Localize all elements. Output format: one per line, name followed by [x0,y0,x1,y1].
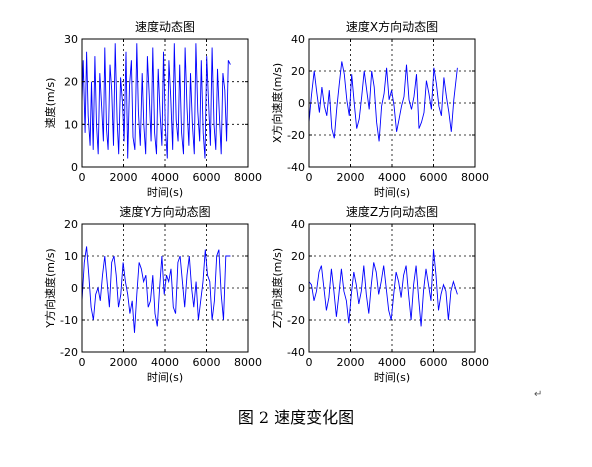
x-tick-label: 0 [306,356,313,369]
chart-title: 速度动态图 [135,19,195,34]
y-tick-label: 0 [298,282,305,295]
subplot-3 [81,223,249,353]
y-tick-label: 40 [291,218,305,231]
y-tick-label: 0 [71,282,78,295]
x-tick-label: 8000 [461,171,489,184]
y-tick-label: 10 [64,118,78,131]
x-tick-label: 6000 [420,356,448,369]
y-tick-label: -20 [287,314,305,327]
x-axis-label: 时间(s) [374,371,410,384]
x-tick-label: 6000 [420,171,448,184]
x-tick-label: 2000 [337,171,365,184]
y-tick-label: 40 [291,33,305,46]
paragraph-mark: ↵ [534,389,543,400]
x-tick-label: 2000 [337,356,365,369]
subplot-4 [308,223,476,353]
x-tick-label: 4000 [378,356,406,369]
chart-title: 速度X方向动态图 [346,19,438,34]
y-axis-label: Y方向速度(m/s) [43,248,57,328]
y-axis-label: X方向速度(m/s) [270,63,284,143]
y-tick-label: -40 [287,161,305,174]
x-tick-label: 8000 [461,356,489,369]
x-tick-label: 2000 [110,356,138,369]
chart-title: 速度Z方向动态图 [346,204,438,219]
x-tick-label: 4000 [378,171,406,184]
y-axis-label: Z方向速度(m/s) [270,248,284,328]
x-tick-label: 8000 [234,171,262,184]
x-tick-label: 4000 [151,171,179,184]
x-tick-label: 0 [79,171,86,184]
y-tick-label: 20 [64,76,78,89]
series-line [81,43,231,159]
y-axis-label: 速度(m/s) [43,78,57,129]
x-axis-label: 时间(s) [147,371,183,384]
y-tick-label: 10 [64,250,78,263]
subplot-1 [81,38,249,168]
figure-caption: 图 2 速度变化图 [237,408,355,427]
y-tick-label: 20 [291,65,305,78]
y-tick-label: 0 [71,161,78,174]
x-tick-label: 6000 [193,356,221,369]
x-axis-label: 时间(s) [374,186,410,199]
y-tick-label: -10 [60,314,78,327]
x-axis-label: 时间(s) [147,186,183,199]
subplot-2 [308,38,476,168]
series-line [308,249,458,327]
y-tick-label: -20 [287,129,305,142]
series-line [308,61,458,142]
y-tick-label: -40 [287,346,305,359]
series-line [81,246,231,333]
y-tick-label: 0 [298,97,305,110]
x-tick-label: 4000 [151,356,179,369]
x-tick-label: 8000 [234,356,262,369]
y-tick-label: -20 [60,346,78,359]
y-tick-label: 20 [291,250,305,263]
y-tick-label: 30 [64,33,78,46]
x-tick-label: 0 [79,356,86,369]
y-tick-label: 20 [64,218,78,231]
x-tick-label: 6000 [193,171,221,184]
chart-title: 速度Y方向动态图 [119,204,210,219]
x-tick-label: 2000 [110,171,138,184]
x-tick-label: 0 [306,171,313,184]
